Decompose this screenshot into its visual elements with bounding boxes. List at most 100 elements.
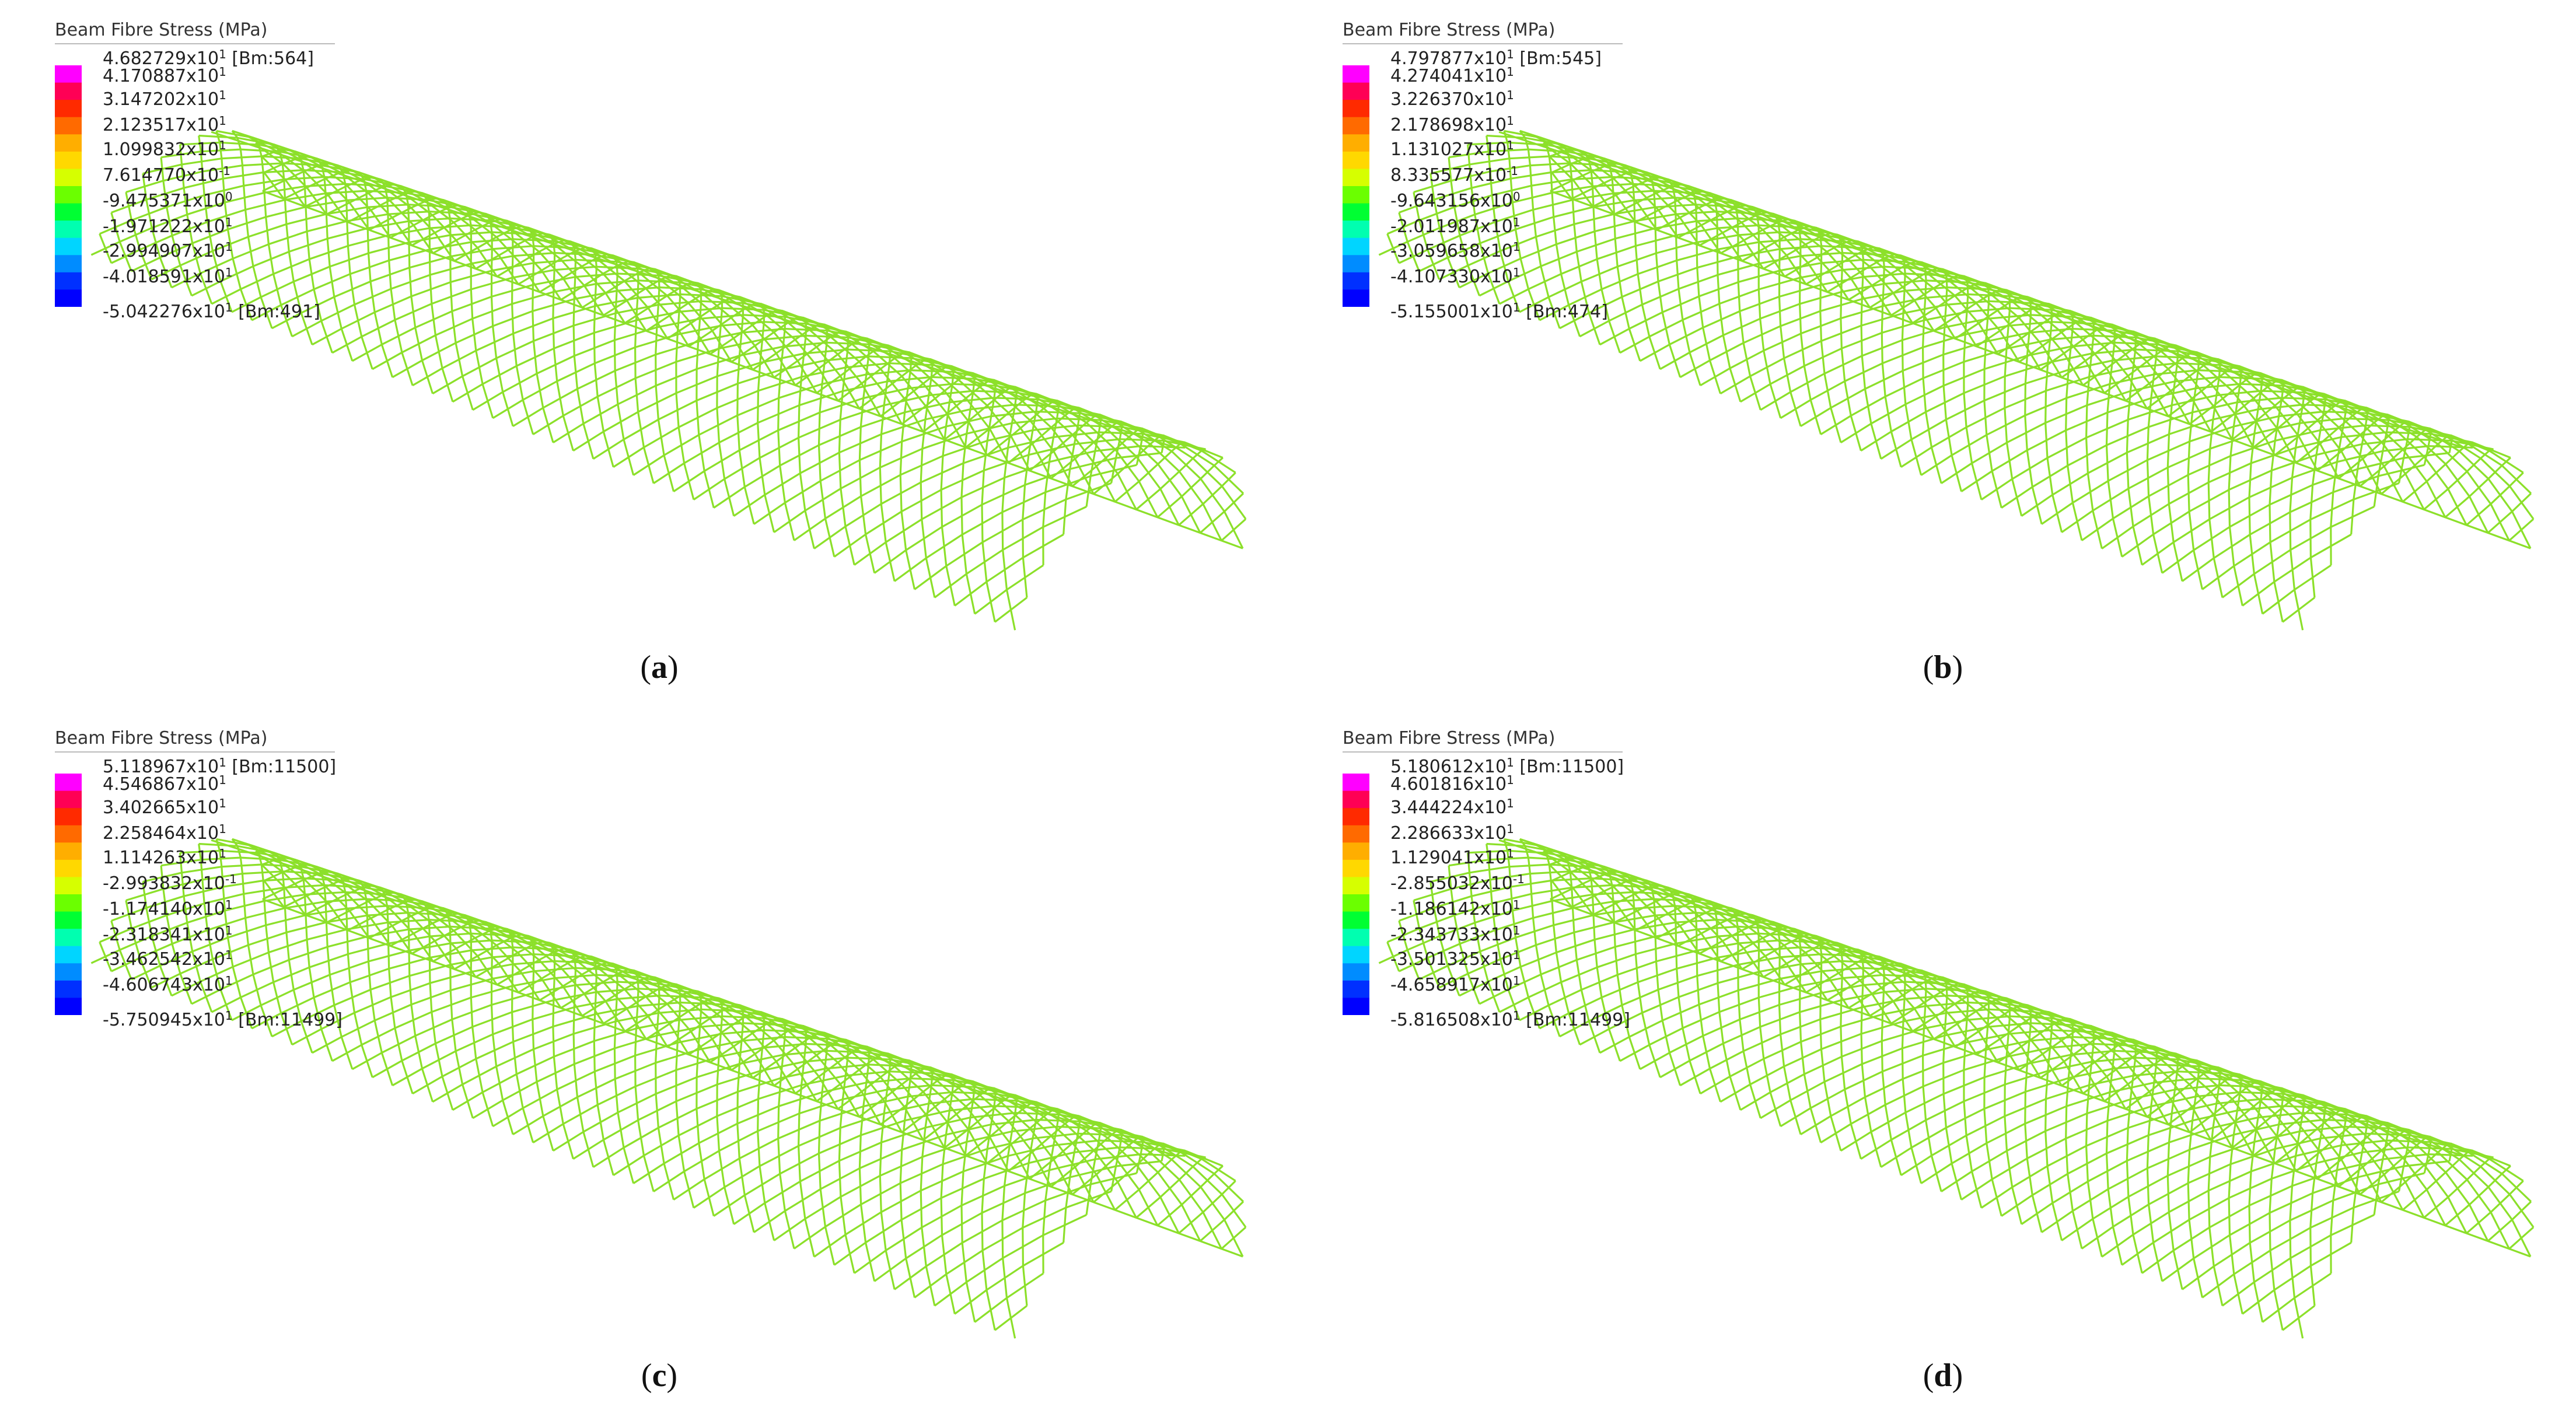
colorbar-band [55, 117, 82, 135]
legend-tick-label: 1.114263x101 [103, 846, 226, 867]
lattice-member [974, 1272, 1044, 1323]
lattice-member [560, 968, 655, 1192]
legend-tick-label: 4.170887x101 [103, 65, 226, 85]
lattice-member [1976, 1010, 2063, 1241]
tick-exponent: 1 [1507, 796, 1514, 810]
tick-exponent: 1 [1512, 300, 1521, 314]
lattice-member [943, 386, 1018, 631]
tick-mantissa: 4.546867x10 [103, 774, 219, 795]
colorbar-band [55, 963, 82, 981]
tick-mantissa: 4.682729x10 [103, 48, 219, 69]
lattice-member [813, 1139, 1224, 1258]
legend-divider [55, 43, 335, 44]
caption-letter: d [1934, 1357, 1952, 1394]
lattice-member [1698, 919, 1802, 1135]
lattice-member [1135, 448, 1207, 510]
tick-exponent: 1 [219, 88, 226, 102]
colorbar-band [1343, 134, 1369, 152]
lattice-member [581, 975, 675, 1200]
legend-tick-label: 5.118967x101 [Bm:11500] [103, 755, 336, 777]
lattice-member [2444, 1165, 2511, 1226]
tick-exponent: 1 [1512, 923, 1521, 937]
lattice-member [624, 281, 715, 508]
lattice-member [1997, 1017, 2083, 1249]
lattice-member [2487, 1201, 2532, 1242]
lattice-member [1763, 940, 1862, 1160]
lattice-member [974, 564, 1044, 615]
colorbar [1343, 65, 1369, 307]
tick-mantissa: 2.123517x10 [103, 115, 219, 135]
tick-mantissa: 2.286633x10 [1390, 823, 1507, 844]
tick-mantissa: -2.993832x10 [103, 873, 225, 894]
lattice-member [1805, 246, 1902, 468]
crest-line [211, 131, 1179, 450]
lattice-member [2359, 1135, 2432, 1195]
tick-mantissa: -3.059658x10 [1390, 241, 1513, 261]
lattice-member [709, 1017, 795, 1249]
tick-spacer [226, 757, 232, 777]
lattice-member [390, 204, 494, 419]
tick-exponent: 1 [1512, 215, 1521, 229]
colorbar-band [55, 203, 82, 221]
lattice-member [1933, 996, 2023, 1224]
lattice-member [873, 452, 1162, 574]
tick-exponent: 1 [219, 65, 226, 79]
lattice-member [1698, 211, 1802, 427]
tick-exponent: 0 [225, 190, 233, 204]
caption-paren-close: ) [1952, 1357, 1963, 1394]
lattice-member [1635, 898, 1742, 1111]
subfigure-caption: (a) [601, 649, 718, 686]
lattice-member [603, 982, 695, 1208]
legend: Beam Fibre Stress (MPa) 4.682729x101 [Bm:… [55, 20, 358, 335]
lattice-member [1933, 288, 2023, 516]
beam-id-tag: [Bm:491] [238, 302, 320, 322]
colorbar-band [1343, 82, 1369, 100]
lattice-member [1784, 947, 1882, 1168]
legend-tick-label: 5.180612x101 [Bm:11500] [1390, 757, 1624, 776]
lattice-member [2221, 506, 2375, 599]
colorbar [1343, 774, 1369, 1015]
tick-exponent: -1 [1512, 872, 1525, 886]
legend-tick-label: 1.099832x101 [103, 139, 226, 159]
tick-exponent: 1 [225, 240, 233, 254]
tick-mantissa: 4.601816x10 [1390, 774, 1507, 795]
lattice-member [965, 393, 1039, 598]
lattice-member [2161, 452, 2450, 574]
tick-exponent: 1 [219, 846, 226, 860]
tick-mantissa: 3.226370x10 [1390, 89, 1507, 110]
legend-title: Beam Fibre Stress (MPa) [55, 728, 268, 748]
colorbar-band [1343, 825, 1369, 843]
caption-paren-open: ( [640, 649, 651, 685]
tick-spacer [233, 302, 239, 322]
lattice-member [624, 989, 715, 1216]
lattice-member [368, 197, 474, 411]
tick-exponent: 1 [1512, 898, 1521, 912]
legend-tick-label: 3.147202x101 [103, 88, 226, 109]
lattice-member [901, 372, 976, 614]
colorbar-band [1343, 980, 1369, 998]
lattice-member [873, 1160, 1162, 1282]
legend-tick-label: 2.123517x101 [103, 115, 226, 135]
lattice-member [560, 260, 655, 484]
lattice-member [390, 912, 494, 1127]
lattice-member [1677, 204, 1782, 419]
lattice-member [518, 246, 614, 468]
legend-tick-label: -5.816508x101 [Bm:11499] [1390, 1010, 1630, 1029]
lattice-member [539, 253, 635, 475]
legend-tick-label: -5.750945x101 [Bm:11499] [103, 1010, 342, 1029]
lattice-member [1199, 1201, 1245, 1242]
lattice-member [1029, 414, 1102, 507]
tick-exponent: 1 [225, 948, 233, 962]
tick-exponent: 1 [219, 755, 226, 769]
tick-spacer [1514, 48, 1520, 69]
lattice-member [326, 891, 434, 1103]
colorbar-band [1343, 963, 1369, 981]
legend-tick-label: -4.658917x101 [1390, 975, 1521, 994]
lattice-member [2402, 1149, 2474, 1211]
colorbar-band [1343, 100, 1369, 118]
colorbar-band [55, 808, 82, 826]
lattice-member [2146, 358, 2224, 598]
lattice-member [922, 1087, 997, 1331]
tick-mantissa: 2.178698x10 [1390, 115, 1507, 135]
lattice-member [1071, 1135, 1144, 1195]
